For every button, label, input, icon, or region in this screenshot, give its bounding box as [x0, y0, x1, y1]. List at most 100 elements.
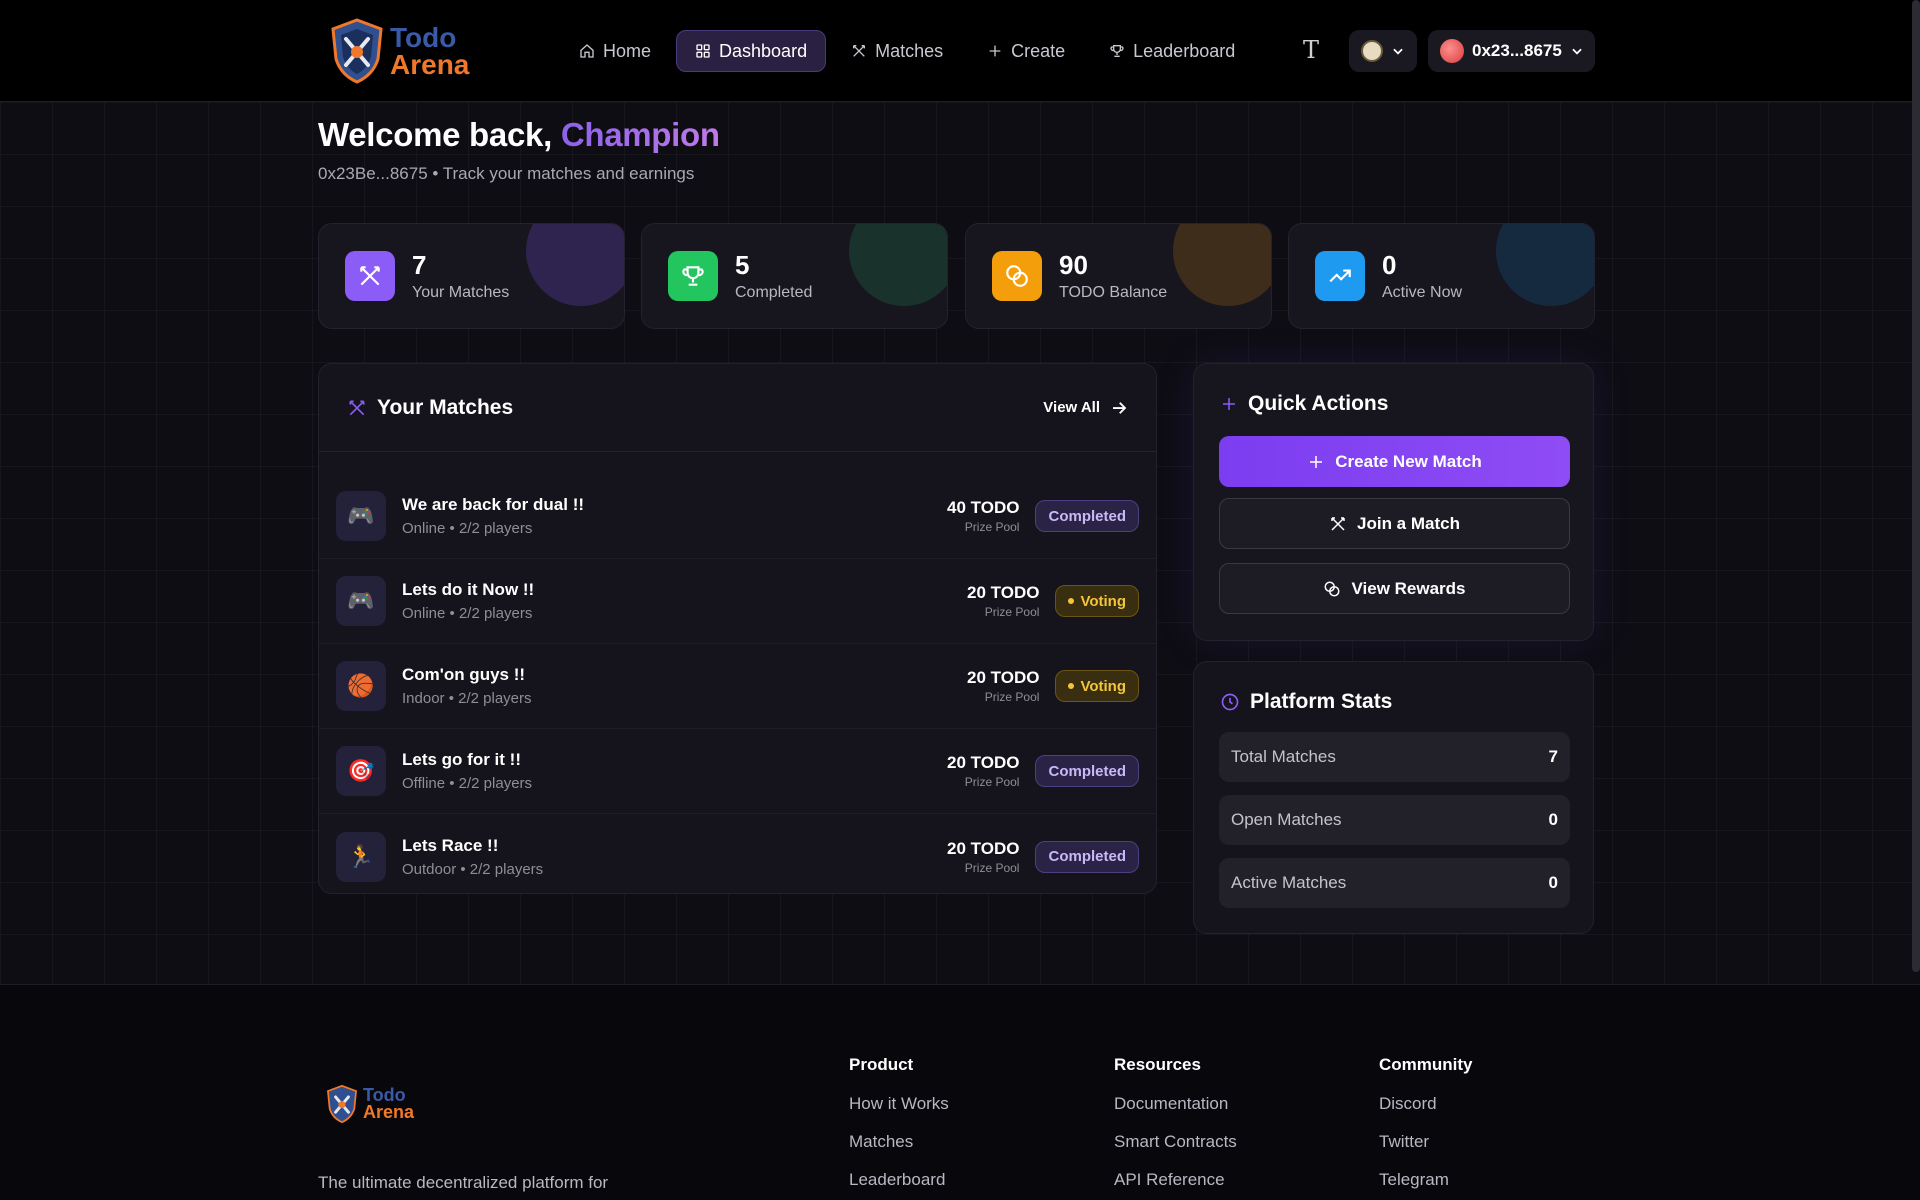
shield-logo-icon — [331, 18, 383, 84]
welcome-prefix: Welcome back, — [318, 116, 561, 153]
view-all-label: View All — [1043, 399, 1100, 416]
brand-logo[interactable]: Todo Arena — [328, 16, 478, 86]
footer-brand-line1: Todo — [363, 1085, 406, 1105]
nav-leaderboard[interactable]: Leaderboard — [1090, 30, 1254, 72]
prize-amount: 40 TODO — [947, 498, 1020, 517]
gamepad-icon: 🎮 — [336, 576, 386, 626]
panel-header: Your Matches View All — [319, 364, 1156, 452]
stat-card-todo-balance: 90 TODO Balance — [965, 223, 1272, 329]
footer-description: The ultimate decentralized platform for — [318, 1173, 609, 1192]
footer-link-discord[interactable]: Discord — [1379, 1094, 1437, 1113]
platform-stats-panel: Platform Stats Total Matches 7 Open Matc… — [1193, 661, 1594, 934]
plus-icon — [1310, 455, 1323, 468]
trophy-icon — [682, 266, 704, 286]
view-all-link[interactable]: View All — [1043, 399, 1128, 417]
footer-column-title: Resources — [1114, 1055, 1201, 1074]
status-badge: Voting — [1055, 585, 1139, 617]
home-icon — [580, 44, 594, 58]
page-scrollbar[interactable] — [1912, 0, 1920, 972]
chevron-down-icon — [1572, 48, 1582, 55]
platform-stat-value: 0 — [1548, 810, 1558, 829]
panel-title: Your Matches — [377, 395, 514, 419]
prize-amount: 20 TODO — [967, 668, 1040, 687]
match-meta: Outdoor • 2/2 players — [402, 860, 544, 878]
footer-link-api-reference[interactable]: API Reference — [1114, 1170, 1225, 1189]
prize-label: Prize Pool — [964, 860, 1020, 875]
swords-icon — [349, 400, 365, 415]
platform-stat-label: Open Matches — [1231, 810, 1342, 829]
typography-toggle-icon[interactable]: T — [1303, 36, 1320, 64]
view-rewards-button[interactable]: View Rewards — [1219, 563, 1570, 614]
match-row[interactable]: 🎯 Lets go for it !! Offline • 2/2 player… — [319, 729, 1156, 814]
swords-icon — [360, 266, 380, 286]
stat-label: TODO Balance — [1059, 284, 1168, 301]
shield-logo-icon — [326, 1084, 358, 1124]
welcome-name: Champion — [560, 116, 720, 153]
quick-actions-title-group: Quick Actions — [1220, 392, 1388, 416]
match-prize: 20 TODO Prize Pool — [947, 839, 1019, 875]
stat-value: 5 — [735, 250, 750, 280]
card-glow — [1173, 224, 1271, 306]
nav-dashboard[interactable]: Dashboard — [676, 30, 827, 72]
stat-card-your-matches: 7 Your Matches — [318, 223, 625, 329]
footer-link-leaderboard[interactable]: Leaderboard — [849, 1170, 946, 1189]
join-match-button[interactable]: Join a Match — [1219, 498, 1570, 549]
match-row[interactable]: 🏃 Lets Race !! Outdoor • 2/2 players 20 … — [319, 814, 1156, 893]
join-match-label: Join a Match — [1357, 513, 1460, 533]
platform-stat-value: 0 — [1548, 873, 1558, 892]
panel-title-group: Your Matches — [347, 396, 513, 420]
footer-link-smart-contracts[interactable]: Smart Contracts — [1114, 1132, 1237, 1151]
platform-stat-row: Total Matches 7 — [1219, 732, 1570, 782]
card-glow — [526, 224, 624, 306]
brand-line1: Todo — [390, 22, 457, 53]
prize-label: Prize Pool — [984, 605, 1040, 619]
footer-link-how-it-works[interactable]: How it Works — [849, 1094, 949, 1113]
status-text: Completed — [1048, 848, 1126, 865]
gamepad-icon: 🎮 — [336, 491, 386, 541]
card-glow — [1496, 224, 1594, 306]
footer-logo[interactable]: Todo Arena — [325, 1083, 414, 1125]
create-new-match-label: Create New Match — [1335, 451, 1482, 471]
network-flag-icon — [1361, 40, 1383, 62]
arrow-right-icon — [1113, 401, 1127, 414]
status-badge: Voting — [1055, 670, 1139, 702]
match-row[interactable]: 🎮 Lets do it Now !! Online • 2/2 players… — [319, 559, 1156, 644]
footer-link-documentation[interactable]: Documentation — [1114, 1094, 1229, 1113]
match-row[interactable]: 🏀 Com'on guys !! Indoor • 2/2 players 20… — [319, 644, 1156, 729]
platform-stat-label: Active Matches — [1231, 873, 1347, 892]
basketball-icon: 🏀 — [336, 661, 386, 711]
network-selector[interactable] — [1349, 30, 1417, 72]
footer-link-matches[interactable]: Matches — [849, 1132, 914, 1151]
stat-icon-box — [1315, 251, 1365, 301]
welcome-section: Welcome back, Champion 0x23Be...8675 • T… — [318, 116, 720, 184]
main-nav: Home Dashboard Matches Create Leaderboar… — [560, 30, 1254, 72]
wallet-button[interactable]: 0x23...8675 — [1428, 30, 1595, 72]
stat-card-active-now: 0 Active Now — [1288, 223, 1595, 329]
match-prize: 40 TODO Prize Pool — [947, 498, 1019, 534]
stat-value: 0 — [1382, 250, 1397, 280]
footer-column-resources: Resources Documentation Smart Contracts … — [1114, 1055, 1237, 1189]
wallet-address: 0x23...8675 — [1472, 41, 1562, 60]
footer-column-title: Product — [849, 1055, 914, 1074]
card-glow — [849, 224, 947, 306]
nav-matches[interactable]: Matches — [832, 30, 962, 72]
nav-create-label: Create — [1011, 40, 1066, 61]
match-prize: 20 TODO Prize Pool — [947, 753, 1019, 789]
view-rewards-label: View Rewards — [1351, 578, 1466, 598]
stat-label: Your Matches — [412, 284, 510, 301]
top-navbar: Todo Arena Home Dashboard Matches Create… — [0, 0, 1920, 102]
footer-link-telegram[interactable]: Telegram — [1379, 1170, 1449, 1189]
footer-link-twitter[interactable]: Twitter — [1379, 1132, 1430, 1151]
create-new-match-button[interactable]: Create New Match — [1219, 436, 1570, 487]
match-row[interactable]: 🎮 We are back for dual !! Online • 2/2 p… — [319, 474, 1156, 559]
match-meta: Indoor • 2/2 players — [402, 690, 532, 707]
platform-stat-row: Active Matches 0 — [1219, 858, 1570, 908]
nav-home[interactable]: Home — [560, 30, 670, 72]
brand-line2: Arena — [390, 49, 470, 80]
swords-icon — [1331, 516, 1345, 531]
platform-stats-title: Platform Stats — [1250, 690, 1393, 713]
match-prize: 20 TODO Prize Pool — [967, 583, 1039, 619]
coins-icon — [1324, 581, 1340, 596]
platform-stats-title-group: Platform Stats — [1220, 690, 1392, 714]
nav-create[interactable]: Create — [968, 30, 1084, 72]
